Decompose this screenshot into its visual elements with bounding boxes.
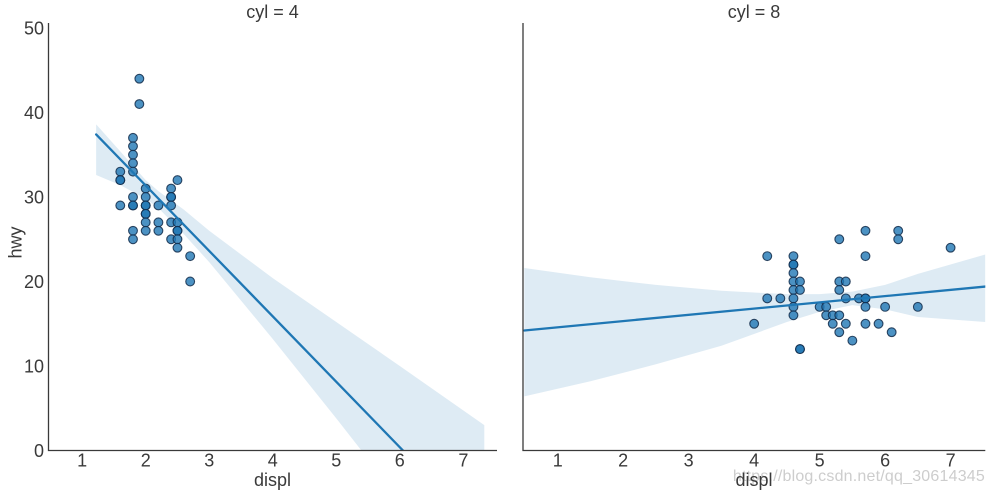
watermark-text: https://blog.csdn.net/qq_30614345 xyxy=(732,468,985,485)
x-tick-label: 5 xyxy=(815,451,825,471)
data-point xyxy=(128,158,138,169)
data-point xyxy=(762,251,773,262)
confidence-band xyxy=(96,124,485,451)
data-point xyxy=(749,318,760,329)
data-point xyxy=(140,217,151,228)
data-point xyxy=(166,192,177,202)
data-point xyxy=(140,225,151,236)
data-point xyxy=(134,73,145,84)
data-point xyxy=(166,200,177,211)
data-point xyxy=(115,166,126,177)
data-point xyxy=(840,293,851,304)
data-point xyxy=(140,192,151,202)
data-point xyxy=(172,225,183,236)
panel-title-cyl4: cyl = 4 xyxy=(246,2,299,22)
y-tick-label: 20 xyxy=(24,272,44,292)
x-tick-label: 1 xyxy=(77,451,87,471)
y-axis-label: hwy xyxy=(5,226,26,259)
data-point xyxy=(880,301,891,312)
x-tick-label: 2 xyxy=(618,451,628,471)
data-point xyxy=(860,225,871,236)
data-point xyxy=(886,327,897,338)
data-point xyxy=(873,318,884,329)
data-point xyxy=(945,242,956,253)
x-tick-label: 4 xyxy=(268,451,278,471)
data-point xyxy=(827,318,838,329)
x-tick-label: 1 xyxy=(553,451,563,471)
data-point xyxy=(128,225,138,236)
scatter-points xyxy=(115,73,196,287)
x-tick-label: 3 xyxy=(204,451,214,471)
axis-spines xyxy=(522,23,986,452)
data-point xyxy=(912,301,923,312)
data-point xyxy=(140,208,151,219)
data-point xyxy=(840,318,851,329)
x-tick-label: 6 xyxy=(395,451,405,471)
data-point xyxy=(153,217,164,228)
panel-plot-area xyxy=(94,73,485,451)
data-point xyxy=(821,301,832,312)
data-point xyxy=(140,200,151,211)
data-point xyxy=(134,99,145,110)
data-point xyxy=(840,276,851,287)
axis-spines xyxy=(47,23,497,452)
data-point xyxy=(128,149,138,160)
data-point xyxy=(860,251,871,262)
y-tick-label: 40 xyxy=(24,103,44,123)
y-tick-label: 0 xyxy=(34,441,44,461)
data-point xyxy=(788,310,799,321)
data-point xyxy=(834,285,845,295)
x-tick-label: 7 xyxy=(946,451,956,471)
x-axis-label-left: displ xyxy=(253,470,292,490)
data-point xyxy=(172,234,183,245)
data-point xyxy=(834,327,845,338)
x-tick-label: 5 xyxy=(331,451,341,471)
x-tick-label: 2 xyxy=(141,451,151,471)
x-axis-label-right: displ xyxy=(735,470,773,490)
x-tick-label: 4 xyxy=(749,451,759,471)
panel-title-cyl8: cyl = 8 xyxy=(727,2,781,22)
y-tick-label: 50 xyxy=(24,19,44,39)
data-point xyxy=(788,251,799,262)
data-point xyxy=(128,200,138,211)
data-point xyxy=(893,225,904,236)
data-point xyxy=(185,251,196,262)
data-point xyxy=(185,276,196,287)
x-tick-label: 3 xyxy=(684,451,694,471)
panel-plot-area xyxy=(523,225,986,397)
data-point xyxy=(153,200,164,211)
regression-line xyxy=(94,133,405,451)
x-tick-label: 6 xyxy=(880,451,890,471)
y-tick-label: 10 xyxy=(24,357,44,377)
data-point xyxy=(762,293,773,304)
y-tick-label: 30 xyxy=(24,188,44,208)
data-point xyxy=(128,192,138,202)
data-point xyxy=(166,183,177,194)
data-point xyxy=(788,259,799,270)
data-point xyxy=(788,268,799,278)
data-point xyxy=(115,200,126,211)
data-point xyxy=(893,234,904,245)
data-point xyxy=(775,293,786,304)
data-point xyxy=(860,301,871,312)
data-point xyxy=(153,225,164,236)
data-point xyxy=(115,175,126,186)
data-point xyxy=(847,335,858,346)
data-point xyxy=(834,234,845,245)
data-point xyxy=(795,276,805,287)
data-point xyxy=(795,344,805,355)
data-point xyxy=(128,141,138,152)
data-point xyxy=(788,293,799,304)
x-tick-label: 7 xyxy=(458,451,468,471)
data-point xyxy=(834,310,845,321)
data-point xyxy=(172,242,183,253)
data-point xyxy=(860,318,871,329)
regression-line xyxy=(523,285,986,332)
data-point xyxy=(128,132,138,143)
data-point xyxy=(795,285,805,295)
data-point xyxy=(128,234,138,245)
data-point xyxy=(172,175,183,186)
